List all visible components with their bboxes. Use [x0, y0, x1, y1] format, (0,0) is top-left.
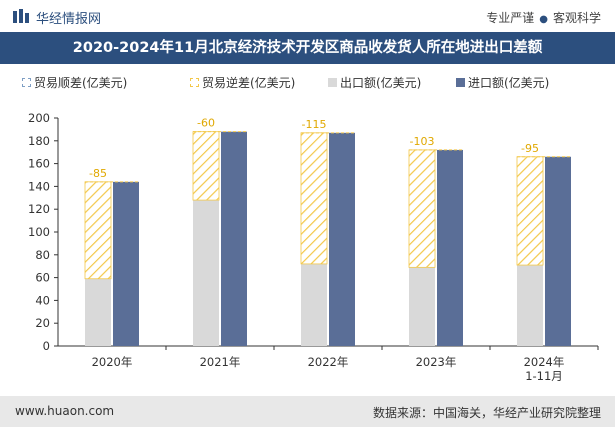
x-tick-label: 2022年 — [308, 355, 349, 369]
export-bar — [301, 263, 327, 346]
deficit-bar — [516, 156, 544, 266]
legend-item-import: 进口额(亿美元) — [456, 74, 549, 91]
export-bar — [517, 265, 543, 346]
export-bar — [409, 267, 435, 346]
legend-label-export: 出口额(亿美元) — [340, 76, 422, 90]
legend-swatch-export-icon — [328, 78, 337, 87]
deficit-bar — [408, 149, 436, 268]
y-tick-label: 180 — [28, 134, 50, 148]
deficit-bar — [84, 181, 112, 280]
y-tick-label: 0 — [43, 339, 50, 353]
data-label: -103 — [410, 135, 435, 148]
import-bar — [113, 181, 139, 346]
legend-swatch-surplus-icon — [22, 78, 31, 87]
brand-logo-icon — [13, 9, 29, 23]
legend-item-surplus: 贸易顺差(亿美元) — [22, 74, 127, 91]
y-tick-label: 140 — [28, 179, 50, 193]
tagline-left: 专业严谨 — [486, 11, 535, 25]
tagline: 专业严谨 ● 客观科学 — [486, 9, 601, 26]
data-label: -60 — [197, 117, 215, 130]
legend-label-surplus: 贸易顺差(亿美元) — [34, 76, 128, 90]
top-bar: 华经情报网 专业严谨 ● 客观科学 — [0, 0, 615, 32]
legend-label-import: 进口额(亿美元) — [468, 76, 550, 90]
footer-site: www.huaon.com — [15, 404, 115, 418]
legend-swatch-deficit-icon — [190, 78, 199, 87]
deficit-bar — [192, 131, 220, 201]
data-label: -95 — [521, 142, 539, 155]
chart-title: 2020-2024年11月北京经济技术开发区商品收发货人所在地进出口差额 — [72, 40, 543, 56]
legend-item-deficit: 贸易逆差(亿美元) — [190, 74, 295, 91]
y-tick-label: 120 — [28, 202, 50, 216]
x-tick-label: 2024年 1-11月 — [524, 355, 565, 383]
import-bar — [221, 131, 247, 346]
y-tick-label: 200 — [28, 111, 50, 125]
chart-plot: 0 20 40 60 80 100 120 140 160 180 200 -85 2020年 -60 20… — [28, 111, 599, 383]
data-label: -115 — [302, 118, 327, 131]
export-bar — [193, 200, 219, 346]
y-tick-label: 160 — [28, 157, 50, 171]
x-tick-label: 2023年 — [416, 355, 457, 369]
tagline-right: 客观科学 — [552, 11, 601, 25]
y-tick-label: 80 — [35, 248, 50, 262]
footer-bar: www.huaon.com 数据来源：中国海关，华经产业研究院整理 — [0, 396, 615, 427]
legend-swatch-import-icon — [456, 78, 465, 87]
dot-separator-icon: ● — [539, 14, 548, 25]
y-tick-label: 20 — [35, 316, 50, 330]
y-tick-label: 40 — [35, 293, 50, 307]
deficit-bar — [300, 132, 328, 265]
data-label: -85 — [89, 167, 107, 180]
chart-legend: 贸易顺差(亿美元) 贸易逆差(亿美元) 出口额(亿美元) 进口额(亿美元) — [0, 74, 615, 94]
legend-label-deficit: 贸易逆差(亿美元) — [202, 76, 296, 90]
footer-source: 数据来源：中国海关，华经产业研究院整理 — [372, 406, 601, 420]
legend-item-export: 出口额(亿美元) — [328, 74, 421, 91]
import-bar — [545, 156, 571, 346]
export-bar — [85, 278, 111, 346]
title-bar: 2020-2024年11月北京经济技术开发区商品收发货人所在地进出口差额 — [0, 32, 615, 64]
import-bar — [329, 132, 355, 346]
y-tick-label: 60 — [35, 271, 50, 285]
brand-name: 华经情报网 — [36, 12, 102, 27]
import-bar — [437, 149, 463, 346]
x-tick-label: 2020年 — [92, 355, 133, 369]
x-tick-label: 2021年 — [200, 355, 241, 369]
y-tick-label: 100 — [28, 225, 50, 239]
